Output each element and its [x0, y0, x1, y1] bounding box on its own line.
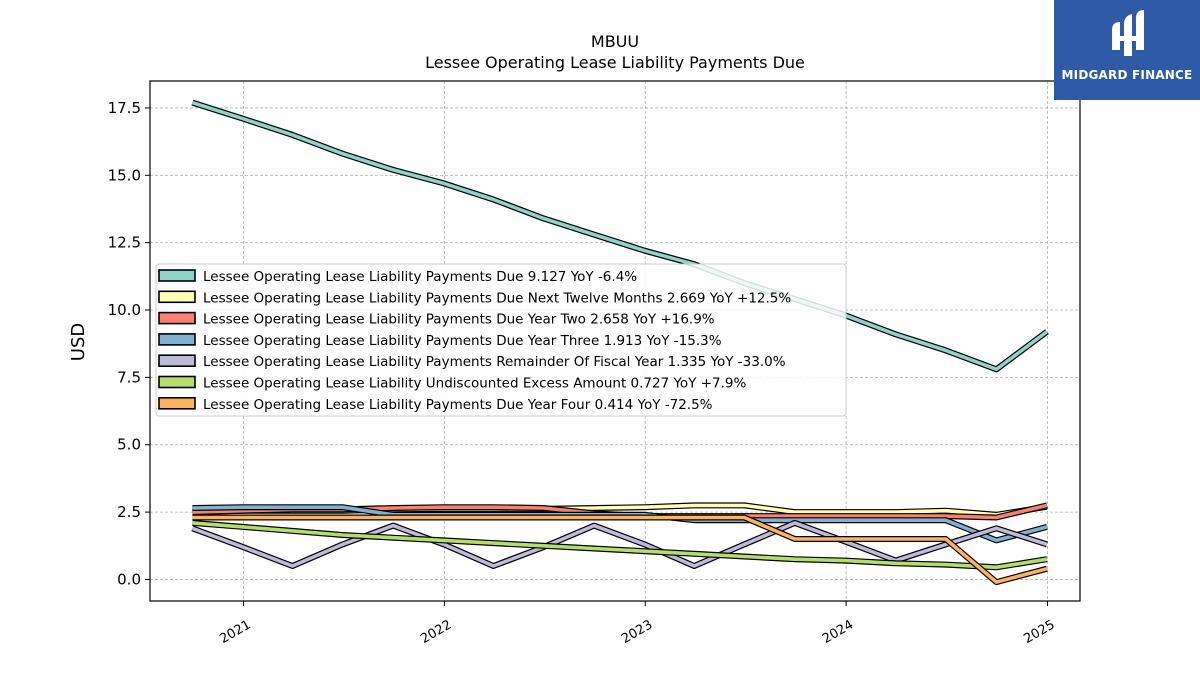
series-stroke — [192, 515, 1048, 584]
x-tick-label: 2022 — [418, 617, 454, 647]
y-axis-ticks: 0.0 2.5 5.0 7.5 10.0 12.5 15.0 17.5 — [108, 99, 150, 588]
series-outline — [191, 519, 1048, 569]
y-tick-label: 10.0 — [108, 301, 141, 319]
legend-entry: Lessee Operating Lease Liability Payment… — [203, 397, 713, 413]
y-tick-label: 12.5 — [108, 234, 141, 252]
series-line — [191, 519, 1048, 569]
series-stroke — [192, 521, 1048, 570]
legend-swatch — [158, 354, 196, 368]
y-tick-label: 0.0 — [117, 570, 141, 588]
brand-name: MIDGARD FINANCE — [1061, 68, 1193, 82]
series-outline — [192, 519, 1048, 571]
series-line — [192, 519, 1048, 571]
series-line — [192, 514, 1048, 586]
x-axis-ticks: 2021 2022 2023 2024 2025 — [217, 601, 1058, 647]
x-tick-label: 2024 — [820, 617, 856, 647]
series-stroke — [191, 521, 1048, 568]
legend-entry: Lessee Operating Lease Liability Payment… — [203, 333, 722, 349]
legend-swatch — [158, 290, 196, 304]
legend-entry: Lessee Operating Lease Liability Payment… — [203, 354, 786, 370]
y-tick-label: 5.0 — [117, 436, 141, 454]
logo-mark-icon — [1112, 10, 1144, 56]
legend-entry: Lessee Operating Lease Liability Undisco… — [203, 376, 747, 392]
series-stroke — [191, 100, 1049, 372]
series-lines — [191, 99, 1049, 586]
chart-title: MBUU — [591, 32, 639, 51]
chart-subtitle: Lessee Operating Lease Liability Payment… — [425, 53, 805, 72]
y-tick-label: 2.5 — [117, 503, 141, 521]
legend-swatch — [158, 269, 196, 282]
legend-swatch — [158, 375, 196, 389]
y-tick-label: 17.5 — [108, 99, 141, 117]
legend-entry: Lessee Operating Lease Liability Payment… — [203, 290, 791, 306]
legend-swatch — [158, 311, 196, 325]
x-tick-label: 2025 — [1021, 617, 1057, 647]
legend-swatch — [158, 396, 196, 410]
legend: Lessee Operating Lease Liability Payment… — [155, 263, 847, 417]
legend-swatch — [158, 333, 196, 346]
y-tick-label: 7.5 — [117, 368, 141, 386]
series-line — [191, 99, 1049, 373]
x-tick-label: 2023 — [619, 617, 655, 647]
y-axis-label: USD — [68, 323, 89, 361]
legend-box — [155, 263, 847, 417]
brand-logo: MIDGARD FINANCE — [1054, 0, 1200, 100]
y-tick-label: 15.0 — [108, 166, 141, 184]
legend-entry: Lessee Operating Lease Liability Payment… — [203, 269, 637, 285]
plot-frame — [149, 80, 1081, 602]
x-tick-label: 2021 — [217, 617, 253, 647]
legend-entry: Lessee Operating Lease Liability Payment… — [203, 312, 715, 328]
